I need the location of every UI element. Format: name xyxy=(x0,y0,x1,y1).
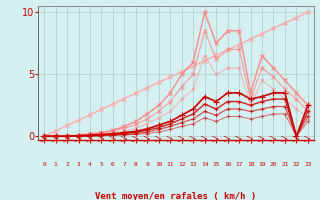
X-axis label: Vent moyen/en rafales ( km/h ): Vent moyen/en rafales ( km/h ) xyxy=(95,192,257,200)
